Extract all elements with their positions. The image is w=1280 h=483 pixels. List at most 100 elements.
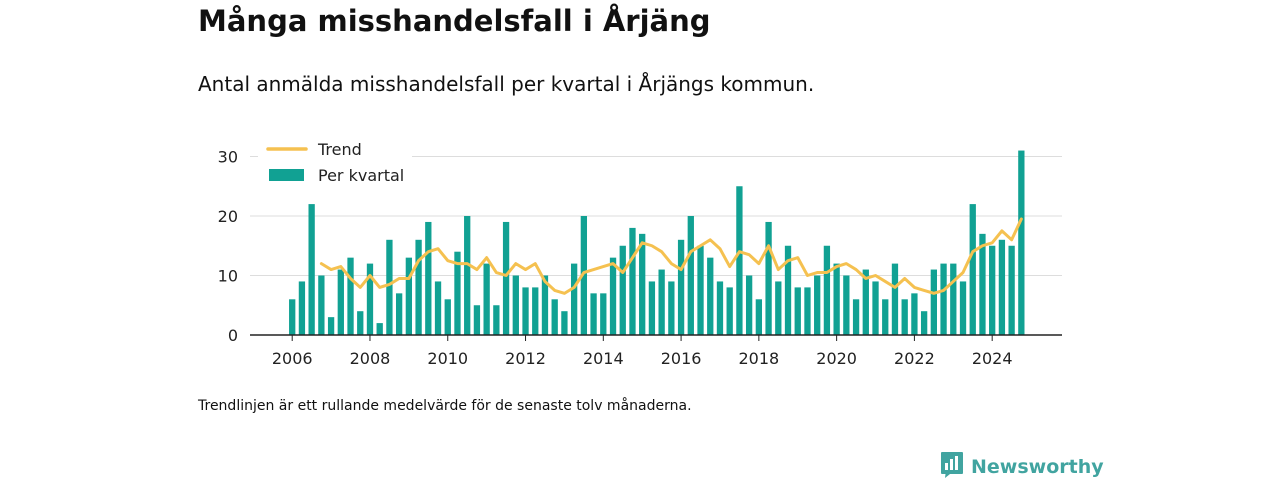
bar xyxy=(979,233,986,335)
bar xyxy=(376,323,383,335)
bar xyxy=(629,227,636,335)
x-tick-label: 2016 xyxy=(661,349,702,368)
bar xyxy=(395,293,403,335)
bar xyxy=(745,275,753,335)
bar xyxy=(444,299,451,335)
y-tick-label: 0 xyxy=(228,326,238,345)
bar xyxy=(707,257,714,335)
chart-subtitle: Antal anmälda misshandelsfall per kvarta… xyxy=(198,72,815,96)
bar xyxy=(833,263,840,335)
bar xyxy=(619,245,626,335)
bar xyxy=(405,257,413,335)
x-axis-tick-labels: 2006 2008 2010 2012 2014 2016 2018 2020 2022 2024 xyxy=(272,335,1013,368)
bar xyxy=(823,245,831,335)
bar xyxy=(600,293,607,335)
brand-name: Newsworthy xyxy=(971,456,1104,478)
bar-chart-speech-bubble-icon xyxy=(940,451,964,483)
x-tick-label: 2012 xyxy=(505,349,546,368)
bar xyxy=(1018,150,1025,335)
trend-line xyxy=(319,217,1023,295)
bar xyxy=(318,275,325,335)
bar xyxy=(493,305,500,335)
y-tick-label: 30 xyxy=(218,148,238,167)
legend: Trend Per kvartal xyxy=(258,138,412,190)
y-tick-label: 20 xyxy=(218,207,238,226)
bar xyxy=(794,287,801,335)
x-tick-label: 2022 xyxy=(894,349,935,368)
bar xyxy=(736,186,743,335)
bar xyxy=(308,204,315,335)
bar xyxy=(726,287,733,335)
bar xyxy=(590,293,597,335)
bar xyxy=(639,233,646,335)
bar xyxy=(920,311,928,335)
footnote: Trendlinjen är ett rullande medelvärde f… xyxy=(198,398,692,414)
bar xyxy=(862,269,869,335)
bar xyxy=(668,281,675,335)
bar xyxy=(959,281,967,335)
bar xyxy=(551,299,558,335)
bar xyxy=(998,239,1006,335)
x-tick-label: 2020 xyxy=(816,349,857,368)
bar xyxy=(687,216,694,335)
bar xyxy=(289,299,296,335)
bar xyxy=(327,317,335,335)
bar xyxy=(464,216,471,335)
bar xyxy=(483,263,490,335)
bar xyxy=(337,269,344,335)
bar xyxy=(658,269,665,335)
bar xyxy=(775,281,782,335)
legend-bar-label: Per kvartal xyxy=(318,166,404,185)
bar xyxy=(784,245,792,335)
bar xyxy=(872,281,879,335)
y-axis-tick-labels: 0 10 20 30 xyxy=(218,148,238,346)
legend-bar-swatch xyxy=(269,169,304,181)
bar xyxy=(901,299,908,335)
bar xyxy=(716,281,724,335)
bar xyxy=(911,293,918,335)
bar xyxy=(541,275,549,335)
bar xyxy=(1008,245,1015,335)
bar xyxy=(522,287,529,335)
bar xyxy=(386,239,393,335)
chart-title: Många misshandelsfall i Årjäng xyxy=(198,4,711,38)
bar xyxy=(366,263,374,335)
x-tick-label: 2010 xyxy=(427,349,468,368)
bar xyxy=(502,221,510,335)
bar xyxy=(989,245,996,335)
bar xyxy=(415,239,422,335)
bar xyxy=(357,311,364,335)
bar xyxy=(940,263,947,335)
x-tick-label: 2006 xyxy=(272,349,313,368)
bar xyxy=(532,287,539,335)
bar xyxy=(512,275,519,335)
bar xyxy=(804,287,811,335)
bar xyxy=(677,239,685,335)
x-tick-label: 2008 xyxy=(350,349,391,368)
y-tick-label: 10 xyxy=(218,267,238,286)
bar xyxy=(950,263,957,335)
bar xyxy=(609,257,617,335)
bar xyxy=(891,263,899,335)
bar xyxy=(814,275,821,335)
bar xyxy=(473,305,481,335)
bar xyxy=(765,221,772,335)
bar xyxy=(561,311,568,335)
bar-line-chart: 0 10 20 30 2006 2008 2010 2012 2014 2016 2018 2020… xyxy=(218,138,1062,368)
bar xyxy=(425,221,432,335)
bar xyxy=(347,257,354,335)
bar xyxy=(434,281,442,335)
legend-background xyxy=(258,138,412,190)
legend-trend-label: Trend xyxy=(317,140,362,159)
bar xyxy=(755,299,763,335)
bar xyxy=(298,281,306,335)
bar xyxy=(697,245,704,335)
x-tick-label: 2018 xyxy=(738,349,779,368)
x-tick-label: 2024 xyxy=(972,349,1013,368)
bar xyxy=(843,275,850,335)
brand[interactable]: Newsworthy xyxy=(940,451,1104,483)
bar xyxy=(852,299,860,335)
bars xyxy=(289,150,1025,335)
bar xyxy=(454,251,461,335)
bar xyxy=(570,263,578,335)
